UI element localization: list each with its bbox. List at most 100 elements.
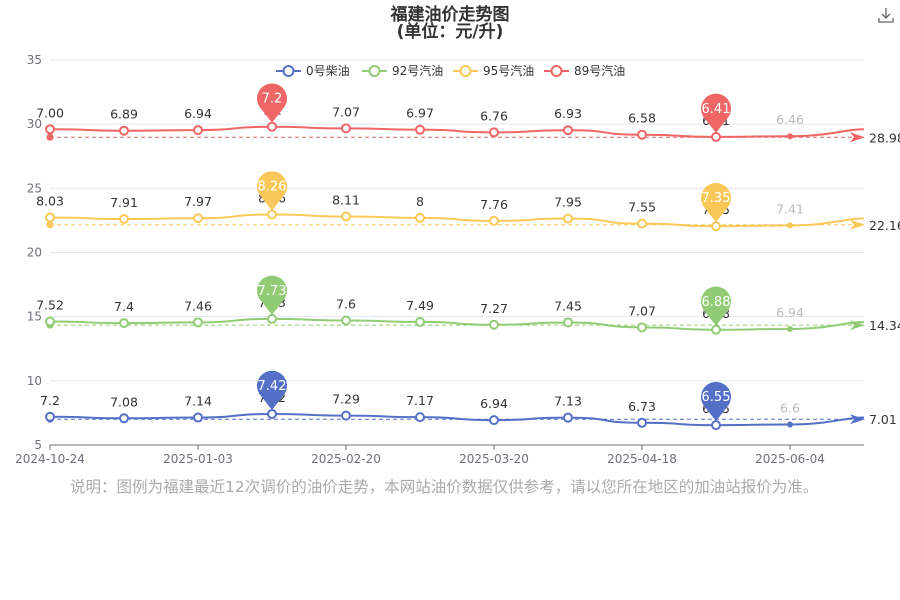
- average-arrow: [850, 414, 865, 425]
- data-point[interactable]: [119, 125, 129, 136]
- data-point[interactable]: [489, 215, 499, 226]
- data-point[interactable]: [563, 412, 573, 423]
- data-point[interactable]: [341, 315, 351, 326]
- data-point[interactable]: [415, 124, 425, 135]
- min-pin[interactable]: 7.35: [701, 182, 732, 223]
- data-point[interactable]: [489, 415, 499, 426]
- max-pin[interactable]: 8.26: [257, 171, 288, 211]
- legend-item[interactable]: 0号柴油: [276, 64, 350, 78]
- max-pin[interactable]: 7.2: [257, 83, 288, 123]
- data-point[interactable]: [489, 319, 499, 330]
- data-point[interactable]: [711, 420, 721, 431]
- x-tick-label: 2025-01-03: [163, 452, 233, 466]
- data-label: 6.73: [628, 399, 656, 414]
- data-point[interactable]: [267, 408, 277, 419]
- data-point[interactable]: [193, 213, 203, 224]
- max-pin[interactable]: 7.73: [257, 275, 288, 315]
- data-point[interactable]: [267, 209, 277, 220]
- min-pin[interactable]: 6.88: [701, 286, 732, 326]
- min-pin[interactable]: 6.55: [701, 381, 732, 422]
- average-label: 14.34: [869, 318, 900, 333]
- data-point[interactable]: [119, 413, 129, 424]
- data-point[interactable]: [563, 317, 573, 328]
- data-point[interactable]: [637, 129, 647, 140]
- data-point[interactable]: [489, 127, 499, 138]
- legend-label: 92号汽油: [392, 63, 443, 78]
- y-tick-label: 35: [27, 53, 42, 67]
- data-point[interactable]: [267, 313, 277, 324]
- download-button[interactable]: [878, 8, 894, 23]
- data-label: 7.45: [554, 298, 582, 313]
- data-point[interactable]: [193, 317, 203, 328]
- data-label: 7.07: [332, 104, 360, 119]
- legend-label: 0号柴油: [306, 64, 350, 78]
- data-point[interactable]: [563, 125, 573, 136]
- data-point[interactable]: [711, 324, 721, 335]
- data-label: 7.14: [184, 394, 212, 409]
- data-point[interactable]: [415, 412, 425, 423]
- grid-lines: [50, 59, 864, 382]
- legend-swatch-marker: [550, 65, 563, 77]
- data-point[interactable]: [563, 213, 573, 224]
- data-label: 7.97: [184, 194, 212, 209]
- data-point[interactable]: [637, 322, 647, 333]
- data-label: 6.93: [554, 106, 582, 121]
- min-pin[interactable]: 6.41: [701, 93, 732, 133]
- data-point[interactable]: [787, 421, 793, 428]
- data-point[interactable]: [45, 411, 55, 422]
- legend-swatch-marker: [459, 65, 472, 77]
- pin-shape: [701, 381, 732, 422]
- legend-label: 89号汽油: [574, 63, 625, 78]
- data-point[interactable]: [45, 316, 55, 327]
- data-point[interactable]: [415, 316, 425, 327]
- data-label: 7.08: [110, 394, 138, 409]
- data-label: 6.58: [628, 111, 656, 126]
- pin-label: 7.2: [262, 92, 283, 107]
- data-label: 7.52: [36, 298, 64, 313]
- data-point[interactable]: [341, 123, 351, 134]
- pin-label: 6.55: [702, 390, 731, 405]
- chart-title: 福建油价走势图: [390, 4, 510, 25]
- legend[interactable]: 0号柴油 92号汽油 95号汽油 89号汽油: [276, 63, 625, 78]
- data-point[interactable]: [267, 121, 277, 132]
- download-icon: [878, 8, 894, 23]
- data-point[interactable]: [45, 124, 55, 135]
- data-label: 7.46: [184, 298, 212, 313]
- data-point[interactable]: [193, 125, 203, 136]
- series-line: [49, 125, 865, 138]
- data-point[interactable]: [341, 211, 351, 222]
- data-point[interactable]: [45, 212, 55, 223]
- legend-item[interactable]: 95号汽油: [453, 63, 534, 78]
- data-point[interactable]: [341, 410, 351, 421]
- average-arrow: [850, 219, 865, 230]
- chart-title-group: 福建油价走势图 (单位：元/升): [390, 4, 510, 42]
- data-point[interactable]: [119, 318, 129, 329]
- max-pin[interactable]: 7.42: [257, 370, 288, 410]
- pin-label: 7.42: [258, 379, 287, 394]
- average-arrow: [850, 132, 865, 143]
- data-point[interactable]: [637, 417, 647, 428]
- data-point[interactable]: [119, 214, 129, 225]
- data-point[interactable]: [415, 212, 425, 223]
- legend-item[interactable]: 92号汽油: [362, 63, 443, 78]
- y-tick-label: 5: [34, 438, 42, 452]
- pin-label: 6.88: [702, 295, 731, 310]
- data-point[interactable]: [193, 412, 203, 423]
- x-tick-label: 2025-06-04: [755, 452, 825, 466]
- x-tick-label: 2025-03-20: [459, 452, 529, 466]
- series-1: 7.017.27.087.147.427.297.176.947.136.736…: [40, 390, 897, 431]
- x-tick-label: 2025-04-18: [607, 452, 677, 466]
- data-point[interactable]: [637, 218, 647, 229]
- data-label: 6.97: [406, 106, 434, 121]
- average-label: 28.98: [869, 130, 900, 145]
- legend-item[interactable]: 89号汽油: [544, 63, 625, 78]
- data-point[interactable]: [787, 133, 793, 140]
- data-point[interactable]: [787, 325, 793, 332]
- pin-label: 6.41: [702, 102, 731, 117]
- data-label: 7.49: [406, 298, 434, 313]
- y-tick-label: 15: [27, 310, 42, 324]
- data-point[interactable]: [711, 221, 721, 232]
- data-point[interactable]: [787, 222, 793, 229]
- chart-note: 说明：图例为福建最近12次调价的油价走势，本网站油价数据仅供参考，请以您所在地区…: [70, 478, 819, 496]
- data-point[interactable]: [711, 131, 721, 142]
